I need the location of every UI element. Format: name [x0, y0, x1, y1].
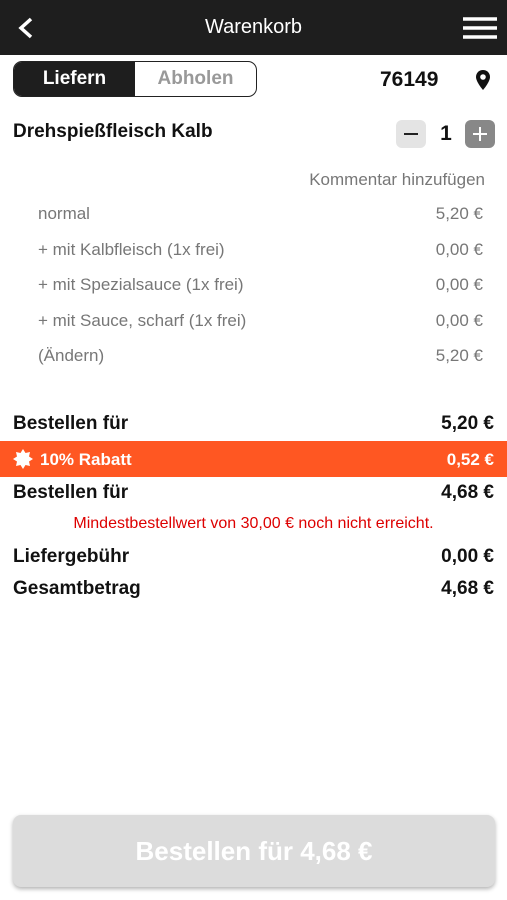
delivery_fee-label: Liefergebühr [13, 546, 130, 567]
discount-icon [13, 449, 33, 469]
subtotal-label: Bestellen für [13, 413, 129, 434]
header-bar: Warenkorb [0, 0, 507, 55]
tab-liefern[interactable]: Liefern [14, 62, 135, 96]
increase-button[interactable] [465, 120, 495, 148]
subtotal-value: 5,20 € [441, 413, 494, 434]
option-label: + mit Sauce, scharf (1x frei) [38, 310, 247, 330]
delivery_fee-value: 0,00 € [441, 546, 494, 567]
option-price: 0,00 € [435, 275, 483, 294]
tab-abholen[interactable]: Abholen [157, 68, 234, 89]
location-icon[interactable] [475, 69, 491, 91]
discount-bar [0, 441, 507, 477]
back-button[interactable] [16, 16, 38, 40]
quantity: 1 [440, 122, 452, 145]
order-button[interactable]: Bestellen für 4,68 € [13, 815, 495, 887]
minimum-order-warning: Mindestbestellwert von 30,00 € noch nich… [73, 515, 434, 532]
item-name: Drehspießfleisch Kalb [13, 121, 213, 142]
option-label: (Ändern) [38, 346, 105, 365]
delivery-toggle: Liefern Abholen [13, 61, 257, 97]
option-label: normal [38, 204, 90, 223]
decrease-button[interactable] [396, 120, 426, 148]
option-label: + mit Spezialsauce (1x frei) [38, 275, 244, 294]
comment-link[interactable]: Kommentar hinzufügen [309, 170, 485, 189]
discounted-value: 4,68 € [441, 482, 494, 503]
total-value: 4,68 € [441, 578, 494, 599]
total-label: Gesamtbetrag [13, 578, 141, 599]
menu-button[interactable] [463, 16, 497, 40]
header-title: Warenkorb [204, 16, 303, 38]
discount-label: 10% Rabatt [40, 450, 132, 469]
postcode[interactable]: 76149 [380, 68, 439, 91]
discounted-label: Bestellen für [13, 482, 129, 503]
option-price: 0,00 € [435, 310, 483, 330]
option-price: 0,00 € [435, 239, 483, 259]
option-price: 5,20 € [435, 204, 483, 223]
option-price: 5,20 € [435, 346, 483, 365]
option-label: + mit Kalbfleisch (1x frei) [38, 239, 225, 259]
discount-value: 0,52 € [446, 450, 494, 469]
